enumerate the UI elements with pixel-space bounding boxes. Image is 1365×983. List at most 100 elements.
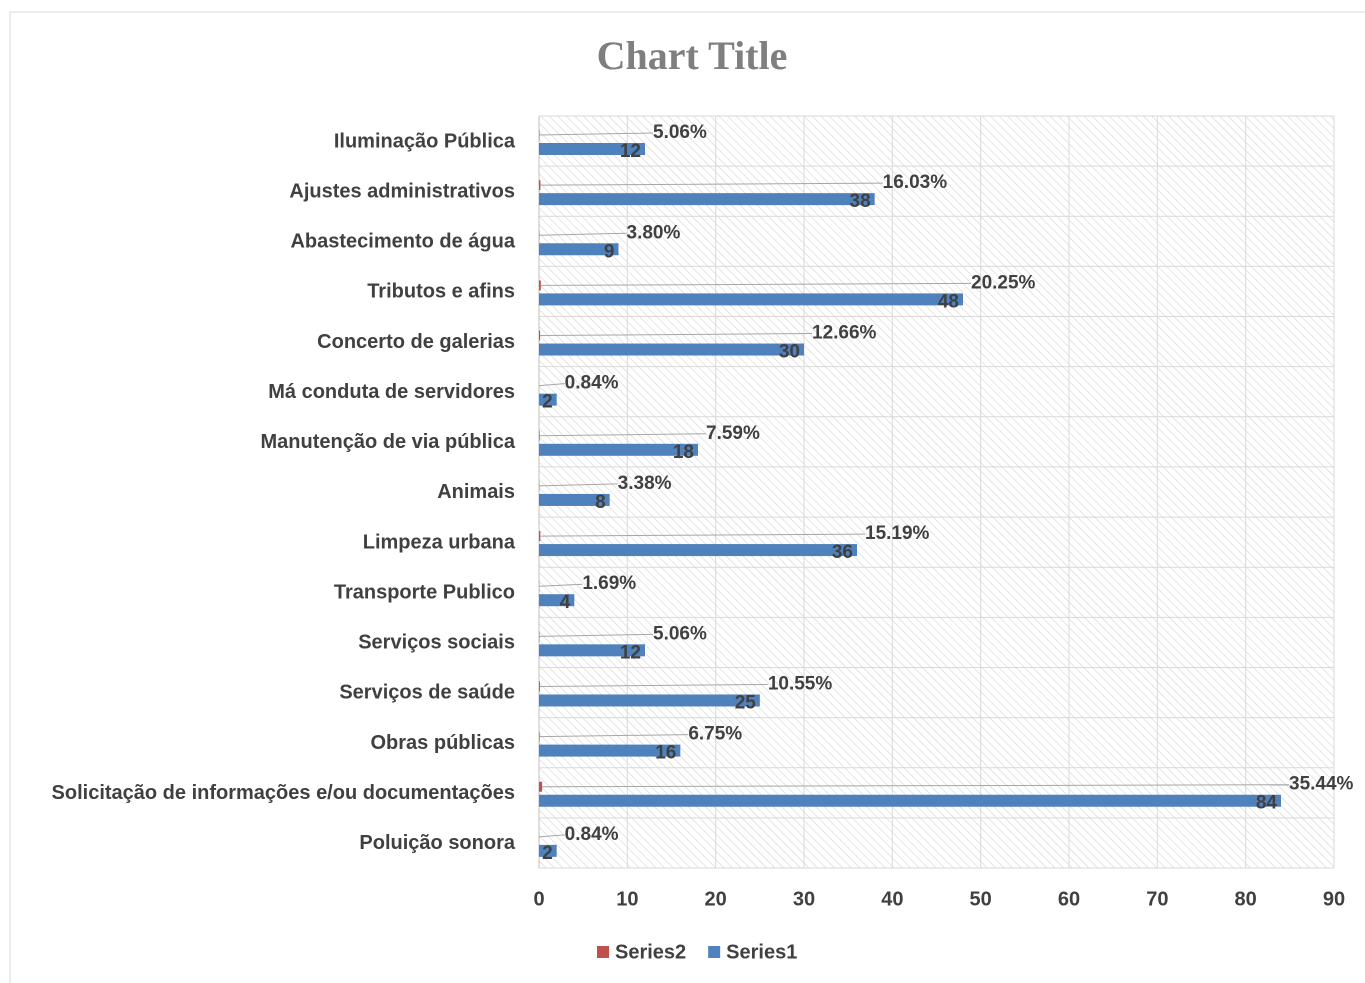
data-label: 12 xyxy=(620,642,641,663)
data-label: 4 xyxy=(560,592,571,613)
bar xyxy=(539,644,645,657)
x-tick-label: 0 xyxy=(533,888,544,910)
y-tick-label: Poluição sonora xyxy=(359,832,515,854)
data-label: 20.25% xyxy=(971,272,1036,293)
leader-line xyxy=(539,132,654,136)
leader-line xyxy=(540,533,866,537)
y-tick-label: Serviços de saúde xyxy=(339,682,515,704)
bar xyxy=(539,193,875,206)
data-label: 16 xyxy=(655,743,676,764)
x-tick-label: 80 xyxy=(1235,888,1257,910)
data-label: 12.66% xyxy=(812,323,877,344)
bar xyxy=(539,531,541,542)
data-label: 8 xyxy=(595,492,606,513)
data-label: 0.84% xyxy=(565,373,619,394)
y-tick-label: Solicitação de informações e/ou document… xyxy=(52,782,515,804)
data-label: 16.03% xyxy=(883,172,948,193)
data-label: 2 xyxy=(542,843,553,864)
y-tick-label: Iluminação Pública xyxy=(334,130,516,152)
leader-line xyxy=(539,834,565,838)
data-label: 25 xyxy=(735,692,757,713)
x-tick-label: 30 xyxy=(793,888,815,910)
bar xyxy=(539,443,698,456)
data-label: 84 xyxy=(1256,793,1278,814)
y-tick-label: Limpeza urbana xyxy=(363,531,516,553)
bar xyxy=(539,493,610,506)
data-label: 3.38% xyxy=(618,473,672,494)
data-label: 7.59% xyxy=(706,423,760,444)
leader-line xyxy=(539,433,707,437)
x-tick-label: 90 xyxy=(1323,888,1345,910)
leader-line xyxy=(539,683,768,687)
data-label: 36 xyxy=(832,542,853,563)
data-label: 10.55% xyxy=(768,673,833,694)
legend-label: Series2 xyxy=(615,941,686,963)
plot-area xyxy=(539,116,1334,868)
x-tick-label: 60 xyxy=(1058,888,1080,910)
leader-line xyxy=(540,182,883,186)
bar xyxy=(539,794,1281,807)
leader-line xyxy=(540,282,972,286)
leader-line xyxy=(540,333,813,337)
legend-swatch xyxy=(708,946,721,958)
legend-swatch xyxy=(597,946,609,958)
y-tick-label: Abastecimento de água xyxy=(290,231,515,253)
x-tick-label: 10 xyxy=(616,888,638,910)
y-tick-label: Concerto de galerias xyxy=(317,331,515,353)
bar xyxy=(539,243,619,256)
data-label: 6.75% xyxy=(688,724,742,745)
y-tick-label: Manutenção de via pública xyxy=(260,431,515,453)
y-tick-label: Obras públicas xyxy=(371,732,516,754)
data-label: 30 xyxy=(779,342,800,363)
leader-line xyxy=(539,232,627,236)
leader-line xyxy=(542,784,1290,788)
x-tick-label: 40 xyxy=(881,888,903,910)
bar xyxy=(539,544,857,557)
data-label: 3.80% xyxy=(627,222,681,243)
y-tick-label: Má conduta de servidores xyxy=(268,381,515,403)
data-label: 9 xyxy=(604,241,615,262)
data-label: 15.19% xyxy=(865,523,930,544)
data-label: 0.84% xyxy=(565,824,619,845)
x-tick-label: 20 xyxy=(705,888,727,910)
data-label: 35.44% xyxy=(1289,774,1354,795)
bar xyxy=(539,430,540,441)
bar xyxy=(539,731,540,742)
y-tick-label: Tributos e afins xyxy=(367,281,515,303)
bar xyxy=(539,393,557,406)
bar xyxy=(539,293,963,306)
bar xyxy=(539,594,575,607)
bar xyxy=(539,844,557,857)
data-label: 2 xyxy=(542,392,553,413)
data-label: 5.06% xyxy=(653,122,707,143)
y-tick-label: Ajustes administrativos xyxy=(289,180,515,202)
y-tick-label: Serviços sociais xyxy=(358,632,515,654)
bar xyxy=(539,143,645,155)
leader-line xyxy=(539,483,618,487)
bar xyxy=(539,681,540,692)
data-label: 18 xyxy=(673,442,694,463)
leader-line xyxy=(539,583,583,587)
bar xyxy=(539,330,541,341)
leader-line xyxy=(539,633,654,637)
y-tick-label: Transporte Publico xyxy=(334,581,515,603)
bar xyxy=(539,744,681,757)
bar xyxy=(539,694,760,707)
data-label: 1.69% xyxy=(582,573,636,594)
x-tick-label: 50 xyxy=(970,888,992,910)
bar xyxy=(539,180,541,191)
data-label: 12 xyxy=(620,141,641,162)
data-label: 5.06% xyxy=(653,623,707,644)
chart-title: Chart Title xyxy=(597,33,788,78)
bar xyxy=(539,343,804,356)
data-label: 48 xyxy=(938,291,959,312)
legend-label: Series1 xyxy=(726,941,797,963)
leader-line xyxy=(539,383,565,387)
bar xyxy=(539,781,543,792)
y-tick-label: Animais xyxy=(437,481,515,503)
data-label: 38 xyxy=(850,191,871,212)
bar xyxy=(539,280,541,291)
x-tick-label: 70 xyxy=(1146,888,1168,910)
leader-line xyxy=(539,734,689,738)
